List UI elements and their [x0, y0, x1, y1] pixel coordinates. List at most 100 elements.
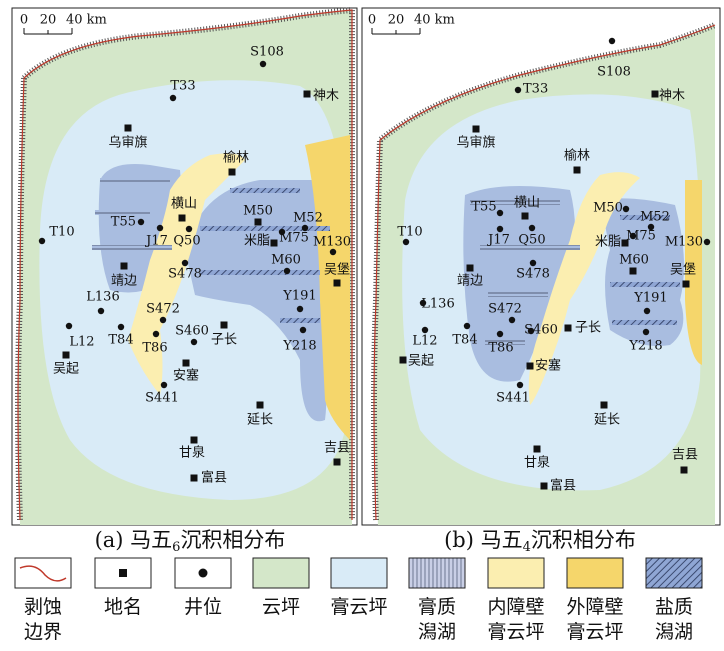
hatch: [620, 215, 670, 220]
place-marker: [399, 356, 407, 364]
place-name: 横山: [514, 196, 540, 211]
well-name: M52: [640, 210, 670, 225]
well-marker: [152, 330, 160, 338]
place-marker: [220, 321, 228, 329]
well-name: T86: [488, 341, 513, 356]
hatch: [92, 245, 172, 250]
place-marker: [120, 262, 128, 270]
well-marker: [159, 316, 167, 324]
place-name: 延长: [594, 413, 620, 428]
place-name: M50: [243, 204, 273, 219]
hatch: [612, 320, 677, 325]
outer-barrier: [305, 135, 350, 440]
well-name: S441: [496, 391, 530, 406]
well-name: M130: [313, 235, 351, 250]
caption-rest: 沉积相分布: [531, 528, 636, 552]
well-marker: [496, 330, 504, 338]
legend-label: 内障壁: [487, 596, 544, 618]
legend-icon: [119, 569, 127, 577]
gypsum-lagoon: [185, 180, 327, 422]
well-name: Y218: [628, 339, 662, 354]
well-name: T55: [471, 200, 496, 215]
place-name: 吴堡: [670, 262, 696, 278]
place-marker: [190, 474, 198, 482]
place-marker: [333, 458, 341, 466]
well-marker: [402, 238, 410, 246]
place-marker: [124, 124, 132, 132]
place-name: 乌审旗: [456, 135, 495, 151]
place-name: 米脂: [244, 234, 270, 249]
well-name: T84: [452, 333, 477, 348]
well-name: L136: [421, 297, 454, 312]
well-name: S478: [168, 267, 202, 282]
well-marker: [622, 205, 630, 213]
well-name: S472: [488, 302, 522, 317]
place-marker: [472, 125, 480, 133]
well-marker: [508, 316, 516, 324]
legend-swatch: [487, 557, 545, 589]
well-marker: [160, 381, 168, 389]
place-marker: [466, 264, 474, 272]
hatch: [95, 210, 150, 215]
place-marker: [270, 239, 278, 247]
place-marker: [573, 166, 581, 174]
well-marker: [528, 224, 536, 232]
well-marker: [181, 259, 189, 267]
well-marker: [647, 223, 655, 231]
place-marker: [621, 239, 629, 247]
legend-label: 地名: [104, 596, 142, 618]
well-marker: [608, 37, 616, 45]
well-name: L12: [412, 334, 437, 349]
inner-barrier: [528, 172, 640, 405]
caption-sub: 6: [172, 540, 180, 555]
well-name: M50: [593, 201, 623, 216]
well-marker: [137, 218, 145, 226]
well-name: M60: [271, 253, 301, 268]
legend-label: 外障壁: [566, 596, 623, 618]
place-marker: [540, 482, 548, 490]
well-marker: [642, 328, 650, 336]
legend-label: 边界: [24, 621, 62, 643]
place-marker: [190, 436, 198, 444]
legend-label: 膏云坪: [330, 595, 387, 618]
well-name: S478: [516, 267, 550, 282]
legend-label: 膏云坪: [566, 620, 623, 643]
well-marker: [529, 259, 537, 267]
scale-label: 20: [40, 13, 57, 28]
place-marker: [254, 218, 262, 226]
legend-swatch: [252, 557, 310, 589]
erosion-boundary: [17, 77, 25, 521]
legend-icon: [19, 565, 67, 582]
well-marker: [496, 209, 504, 217]
erosion-boundary: [373, 24, 716, 521]
well-marker: [703, 238, 711, 246]
well-name: S472: [146, 302, 180, 317]
scale-label: 40 km: [66, 13, 107, 28]
caption-sub: 4: [523, 540, 531, 555]
well-name: Y191: [633, 291, 667, 306]
place-name: 富县: [201, 470, 227, 486]
panel-caption: (b) 马五4沉积相分布: [444, 528, 636, 555]
hatch: [610, 282, 680, 287]
well-name: T10: [397, 225, 422, 240]
scale-label: 40 km: [414, 13, 455, 28]
well-marker: [65, 322, 73, 330]
legend-swatches: [14, 557, 703, 589]
well-name: Y218: [282, 339, 316, 354]
place-name: 神木: [313, 89, 339, 104]
place-name: 靖边: [457, 274, 483, 289]
well-marker: [419, 299, 427, 307]
well-marker: [421, 326, 429, 334]
well-name: T33: [170, 79, 195, 94]
well-name: S441: [145, 391, 179, 406]
well-name: S460: [524, 323, 558, 338]
place-name: 安塞: [173, 368, 199, 384]
erosion-boundary: [23, 9, 353, 520]
panel-caption: (a) 马五6沉积相分布: [95, 528, 286, 555]
well-marker: [643, 307, 651, 315]
place-name: 安塞: [535, 358, 561, 374]
caption-main: (a) 马五: [95, 528, 173, 552]
place-name: 神木: [659, 89, 685, 104]
